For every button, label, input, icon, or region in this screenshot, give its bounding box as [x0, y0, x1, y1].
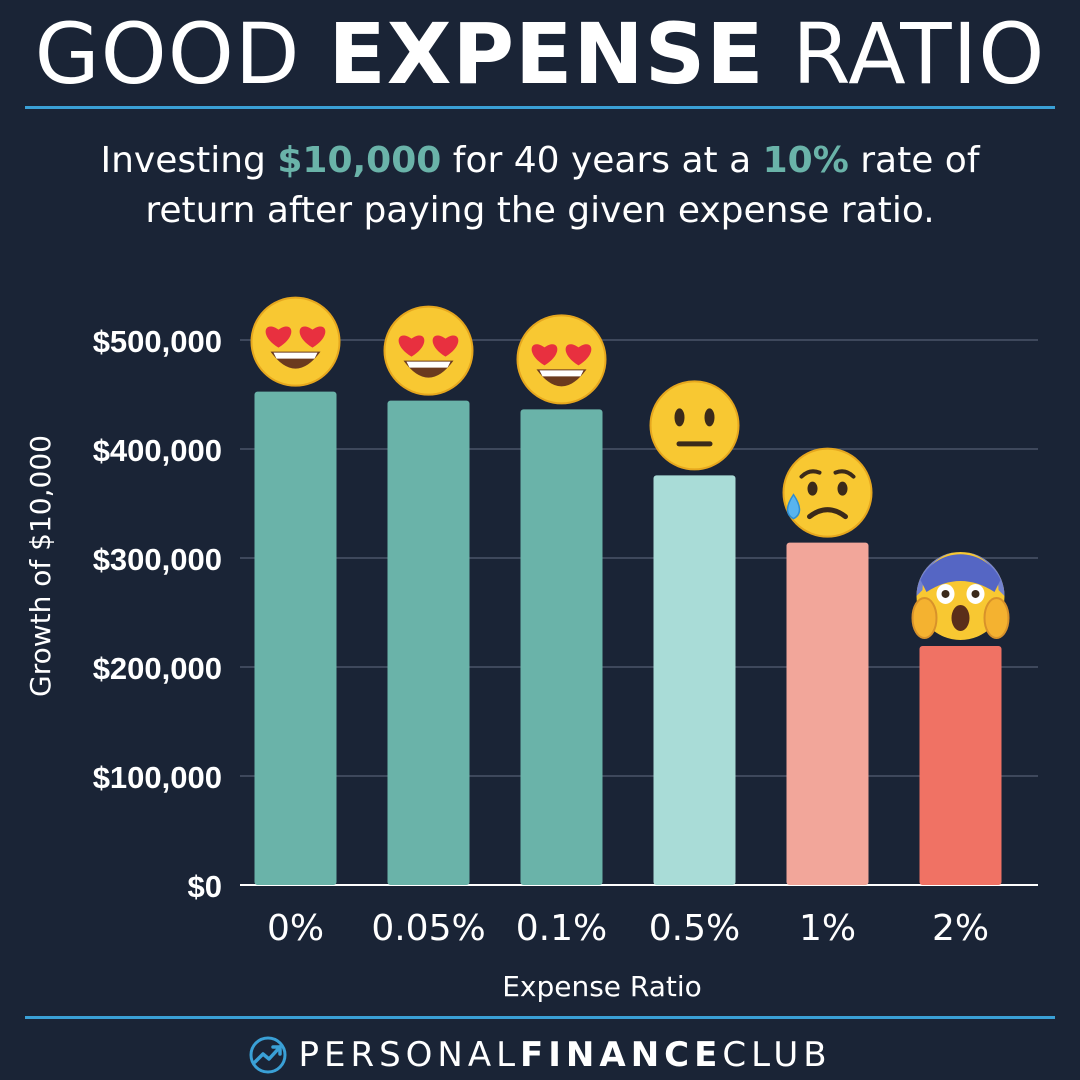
subtitle-line-2: return after paying the given expense ra…	[145, 190, 935, 231]
x-axis-title: Expense Ratio	[502, 970, 702, 1003]
page-title: GOOD EXPENSE RATIO	[0, 4, 1080, 104]
y-tick-label: $400,000	[93, 433, 222, 468]
subtitle-highlight-rate: 10%	[762, 140, 849, 181]
brand-personal: PERSONAL	[298, 1035, 521, 1075]
title-word-expense: EXPENSE	[328, 5, 765, 103]
brand-finance: FINANCE	[520, 1035, 723, 1075]
title-word-ratio: RATIO	[792, 5, 1046, 103]
bar-0.1%	[520, 409, 603, 885]
bottom-divider	[25, 1016, 1055, 1019]
x-tick-label: 1%	[799, 908, 856, 949]
x-tick-label: 0.05%	[371, 908, 485, 949]
trend-logo-icon	[249, 1036, 287, 1074]
y-tick-label: $500,000	[93, 324, 222, 359]
subtitle: Investing $10,000 for 40 years at a 10% …	[0, 136, 1080, 236]
x-tick-label: 0.5%	[649, 908, 740, 949]
x-tick-label: 0%	[267, 908, 324, 949]
neutral-emoji-icon	[649, 380, 740, 471]
subtitle-line-1: Investing $10,000 for 40 years at a 10% …	[0, 136, 1080, 186]
footer-brand: PERSONAL FINANCE CLUB	[0, 1030, 1080, 1080]
y-tick-label: $300,000	[93, 542, 222, 577]
y-axis-title: Growth of $10,000	[24, 435, 57, 697]
bar-0%	[254, 391, 337, 885]
bar-chart: $0 $100,000 $200,000 $300,000 $400,000 $500,0…	[24, 296, 1038, 1003]
heart-eyes-emoji-icon	[383, 305, 474, 396]
y-tick-label: $0	[188, 869, 222, 904]
x-tick-label: 0.1%	[516, 908, 607, 949]
bar-0.5%	[653, 475, 736, 885]
heart-eyes-emoji-icon	[250, 296, 341, 387]
brand-club: CLUB	[722, 1035, 832, 1075]
subtitle-text-1: Investing	[100, 140, 278, 181]
subtitle-highlight-amount: $10,000	[277, 140, 442, 181]
heart-eyes-emoji-icon	[516, 314, 607, 405]
screaming-emoji-icon	[911, 551, 1010, 640]
subtitle-text-2: for 40 years at a	[441, 140, 763, 181]
title-word-good: GOOD	[34, 5, 301, 103]
subtitle-text-3: rate of	[848, 140, 980, 181]
y-tick-label: $200,000	[93, 651, 222, 686]
top-divider	[25, 106, 1055, 109]
bar-0.05%	[387, 400, 470, 885]
bar-1%	[786, 542, 869, 885]
sad-sweat-emoji-icon	[782, 447, 873, 538]
bar-2%	[919, 645, 1002, 885]
x-tick-label: 2%	[932, 908, 989, 949]
y-tick-label: $100,000	[93, 760, 222, 795]
